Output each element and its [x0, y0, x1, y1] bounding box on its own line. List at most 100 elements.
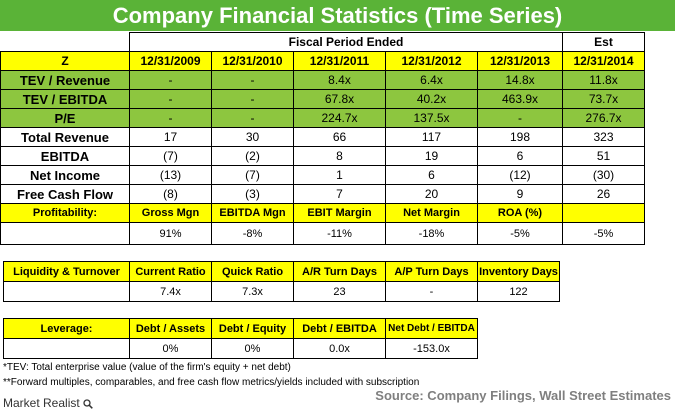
- table-cell: 276.7x: [562, 108, 645, 128]
- table-row: P/E - - 224.7x 137.5x - 276.7x: [0, 108, 645, 128]
- table-cell: 30: [211, 127, 294, 147]
- column-header: EBITDA Mgn: [211, 203, 294, 223]
- table-row: Total Revenue 17 30 66 117 198 323: [0, 127, 645, 147]
- period-header: 12/31/2014: [562, 51, 645, 71]
- table-cell: 19: [385, 146, 478, 166]
- column-header: Current Ratio: [129, 261, 212, 282]
- table-cell: (13): [129, 165, 212, 185]
- financial-time-series-table: Fiscal Period Ended Est Z 12/31/2009 12/…: [0, 32, 645, 245]
- table-cell: 67.8x: [293, 89, 386, 109]
- column-header: EBIT Margin: [293, 203, 386, 223]
- liquidity-header-row: Liquidity & Turnover Current Ratio Quick…: [3, 261, 560, 282]
- blank-cell: [0, 222, 130, 245]
- table-cell: 26: [562, 184, 645, 204]
- table-cell: 463.9x: [477, 89, 563, 109]
- table-cell: 8.4x: [293, 70, 386, 90]
- table-cell: -5%: [562, 222, 645, 245]
- table-row: 7.4x 7.3x 23 - 122: [3, 281, 560, 302]
- table-cell: -: [129, 89, 212, 109]
- table-cell: 17: [129, 127, 212, 147]
- table-cell: 66: [293, 127, 386, 147]
- blank-cell: [1, 33, 130, 52]
- table-cell: -: [385, 281, 478, 302]
- table-cell: (30): [562, 165, 645, 185]
- profitability-header-row: Profitability: Gross Mgn EBITDA Mgn EBIT…: [0, 203, 645, 223]
- column-header: Net Margin: [385, 203, 478, 223]
- blank-cell: [3, 281, 130, 302]
- row-label: Total Revenue: [0, 127, 130, 147]
- table-cell: -11%: [293, 222, 386, 245]
- table-row: Net Income (13) (7) 1 6 (12) (30): [0, 165, 645, 185]
- table-cell: 7.4x: [129, 281, 212, 302]
- table-cell: -18%: [385, 222, 478, 245]
- table-cell: 7.3x: [211, 281, 294, 302]
- table-cell: 0.0x: [293, 338, 386, 359]
- table-cell: -153.0x: [385, 338, 478, 359]
- table-row: 0% 0% 0.0x -153.0x: [3, 338, 478, 359]
- table-cell: 117: [385, 127, 478, 147]
- table-cell: -: [211, 70, 294, 90]
- page-title: Company Financial Statistics (Time Serie…: [0, 0, 675, 31]
- row-label: Net Income: [0, 165, 130, 185]
- table-cell: 6: [477, 146, 563, 166]
- table-cell: 224.7x: [293, 108, 386, 128]
- column-header: A/R Turn Days: [293, 261, 386, 282]
- section-label: Liquidity & Turnover: [3, 261, 130, 282]
- table-cell: 6.4x: [385, 70, 478, 90]
- table-cell: -: [477, 108, 563, 128]
- table-cell: 122: [477, 281, 560, 302]
- table-cell: -: [211, 108, 294, 128]
- table-cell: 51: [562, 146, 645, 166]
- table-row: 91% -8% -11% -18% -5% -5%: [0, 222, 645, 245]
- period-header: 12/31/2010: [211, 51, 294, 71]
- blank-cell: [3, 338, 130, 359]
- period-header: 12/31/2009: [129, 51, 212, 71]
- column-header: Gross Mgn: [129, 203, 212, 223]
- est-header: Est: [562, 32, 645, 52]
- row-label: EBITDA: [0, 146, 130, 166]
- row-label: TEV / Revenue: [0, 70, 130, 90]
- table-cell: 198: [477, 127, 563, 147]
- table-cell: 6: [385, 165, 478, 185]
- table-row: TEV / Revenue - - 8.4x 6.4x 14.8x 11.8x: [0, 70, 645, 90]
- table-cell: 0%: [211, 338, 294, 359]
- table-cell: 137.5x: [385, 108, 478, 128]
- fiscal-period-header: Fiscal Period Ended: [129, 32, 563, 52]
- period-header-row: Z 12/31/2009 12/31/2010 12/31/2011 12/31…: [0, 51, 645, 71]
- table-row: Free Cash Flow (8) (3) 7 20 9 26: [0, 184, 645, 204]
- column-header: A/P Turn Days: [385, 261, 478, 282]
- table-cell: 9: [477, 184, 563, 204]
- table-cell: 7: [293, 184, 386, 204]
- table-cell: -: [129, 108, 212, 128]
- section-label: Profitability:: [0, 203, 130, 223]
- table-cell: (7): [129, 146, 212, 166]
- table-cell: (3): [211, 184, 294, 204]
- market-realist-logo: Market Realist: [3, 396, 93, 410]
- magnifier-icon: [83, 399, 93, 409]
- table-cell: 14.8x: [477, 70, 563, 90]
- table-cell: -: [211, 89, 294, 109]
- table-cell: 73.7x: [562, 89, 645, 109]
- table-cell: (7): [211, 165, 294, 185]
- table-cell: 11.8x: [562, 70, 645, 90]
- row-label: TEV / EBITDA: [0, 89, 130, 109]
- corner-label: Z: [0, 51, 130, 71]
- table-cell: -5%: [477, 222, 563, 245]
- table-cell: 323: [562, 127, 645, 147]
- column-header: Debt / EBITDA: [293, 318, 386, 339]
- table-cell: -8%: [211, 222, 294, 245]
- table-row: TEV / EBITDA - - 67.8x 40.2x 463.9x 73.7…: [0, 89, 645, 109]
- table-cell: 40.2x: [385, 89, 478, 109]
- period-header: 12/31/2012: [385, 51, 478, 71]
- table-cell: 8: [293, 146, 386, 166]
- section-label: Leverage:: [3, 318, 130, 339]
- table-cell: (12): [477, 165, 563, 185]
- column-header: Net Debt / EBITDA: [385, 318, 478, 339]
- column-header: [562, 203, 645, 223]
- row-label: Free Cash Flow: [0, 184, 130, 204]
- liquidity-table: Liquidity & Turnover Current Ratio Quick…: [3, 261, 560, 302]
- source-note: Source: Company Filings, Wall Street Est…: [375, 388, 671, 403]
- row-label: P/E: [0, 108, 130, 128]
- footnote: *TEV: Total enterprise value (value of t…: [3, 362, 291, 373]
- table-cell: 91%: [129, 222, 212, 245]
